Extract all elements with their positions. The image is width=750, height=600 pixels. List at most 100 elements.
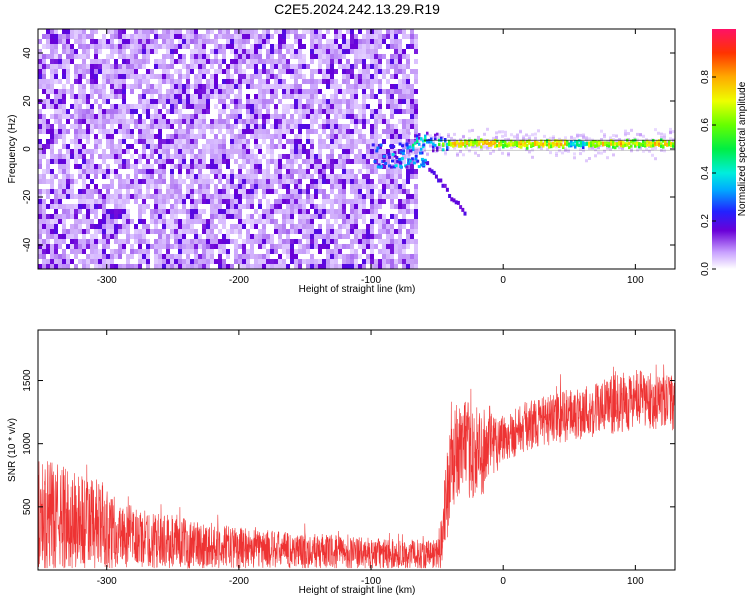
heatmap-cell — [366, 259, 370, 264]
heatmap-cell — [390, 169, 394, 174]
heatmap-cell — [82, 49, 86, 54]
heatmap-cell — [270, 49, 274, 54]
heatmap-cell — [514, 141, 517, 145]
heatmap-cell — [74, 164, 78, 169]
heatmap-cell — [390, 74, 394, 79]
heatmap-cell — [282, 124, 286, 129]
heatmap-cell — [278, 29, 282, 34]
heatmap-cell — [318, 179, 322, 184]
heatmap-cell — [394, 134, 398, 139]
heatmap-cell — [350, 119, 354, 124]
heatmap-cell — [238, 59, 242, 64]
snr-series-line — [38, 364, 675, 569]
heatmap-cell — [70, 139, 74, 144]
heatmap-cell — [370, 94, 374, 99]
heatmap-cell — [86, 224, 90, 229]
heatmap-cell — [238, 244, 242, 249]
x-tick-label: -100 — [361, 576, 381, 587]
heatmap-cell — [210, 139, 214, 144]
heatmap-cell — [282, 249, 286, 254]
heatmap-cell — [62, 184, 66, 189]
heatmap-cell — [270, 184, 274, 189]
heatmap-cell — [254, 124, 258, 129]
heatmap-cell — [154, 189, 158, 194]
heatmap-cell — [302, 234, 306, 239]
heatmap-cell — [398, 64, 402, 69]
heatmap-cell — [210, 84, 214, 89]
heatmap-cell — [556, 139, 559, 143]
heatmap-cell — [150, 84, 154, 89]
heatmap-cell — [438, 146, 441, 150]
heatmap-cell — [358, 264, 362, 269]
heatmap-cell — [286, 59, 290, 64]
heatmap-cell — [158, 164, 162, 169]
heatmap-cell — [74, 129, 78, 134]
heatmap-cell — [182, 39, 186, 44]
heatmap-cell — [650, 141, 653, 145]
heatmap-cell — [286, 264, 290, 269]
heatmap-cell — [354, 34, 358, 39]
heatmap-cell — [362, 99, 366, 104]
heatmap-cell — [146, 204, 150, 209]
heatmap-cell — [246, 94, 250, 99]
heatmap-cell — [158, 169, 162, 174]
heatmap-cell — [278, 244, 282, 249]
heatmap-cell — [86, 54, 90, 59]
heatmap-cell — [358, 74, 362, 79]
heatmap-cell — [334, 29, 338, 34]
heatmap-cell — [526, 146, 529, 150]
heatmap-cell — [520, 140, 523, 144]
heatmap-cell — [162, 64, 166, 69]
heatmap-cell — [382, 184, 386, 189]
heatmap-cell — [70, 49, 74, 54]
heatmap-cell — [126, 54, 130, 59]
heatmap-cell — [58, 149, 62, 154]
heatmap-cell — [206, 234, 210, 239]
heatmap-cell — [134, 164, 138, 169]
heatmap-cell — [66, 179, 70, 184]
heatmap-cell — [94, 29, 98, 34]
heatmap-cell — [194, 164, 198, 169]
heatmap-cell — [266, 49, 270, 54]
heatmap-cell — [194, 34, 198, 39]
heatmap-cell — [154, 194, 158, 199]
heatmap-cell — [378, 154, 382, 159]
heatmap-cell — [474, 151, 477, 155]
heatmap-cell — [386, 194, 390, 199]
heatmap-cell — [138, 49, 142, 54]
heatmap-cell — [94, 79, 98, 84]
heatmap-cell — [366, 169, 370, 174]
heatmap-cell — [326, 29, 330, 34]
heatmap-cell — [306, 209, 310, 214]
heatmap-cell — [182, 134, 186, 139]
heatmap-cell — [406, 59, 410, 64]
heatmap-cell — [254, 209, 258, 214]
heatmap-cell — [82, 234, 86, 239]
heatmap-cell — [86, 209, 90, 214]
heatmap-cell — [370, 129, 374, 134]
heatmap-cell — [274, 74, 278, 79]
heatmap-cell — [90, 259, 94, 264]
heatmap-cell — [354, 114, 358, 119]
heatmap-cell — [411, 151, 414, 155]
heatmap-cell — [178, 229, 182, 234]
heatmap-cell — [548, 142, 551, 146]
heatmap-cell — [74, 134, 78, 139]
heatmap-cell — [520, 142, 523, 146]
heatmap-cell — [398, 139, 402, 144]
heatmap-cell — [338, 129, 342, 134]
heatmap-cell — [126, 34, 130, 39]
heatmap-cell — [178, 119, 182, 124]
heatmap-cell — [106, 144, 110, 149]
heatmap-cell — [114, 49, 118, 54]
heatmap-cell — [410, 229, 414, 234]
heatmap-cell — [370, 89, 374, 94]
heatmap-cell — [612, 140, 615, 144]
heatmap-cell — [206, 219, 210, 224]
heatmap-cell — [338, 244, 342, 249]
heatmap-cell — [278, 34, 282, 39]
heatmap-cell — [394, 139, 398, 144]
heatmap-cell — [90, 234, 94, 239]
heatmap-cell — [342, 159, 346, 164]
heatmap-cell — [134, 199, 138, 204]
